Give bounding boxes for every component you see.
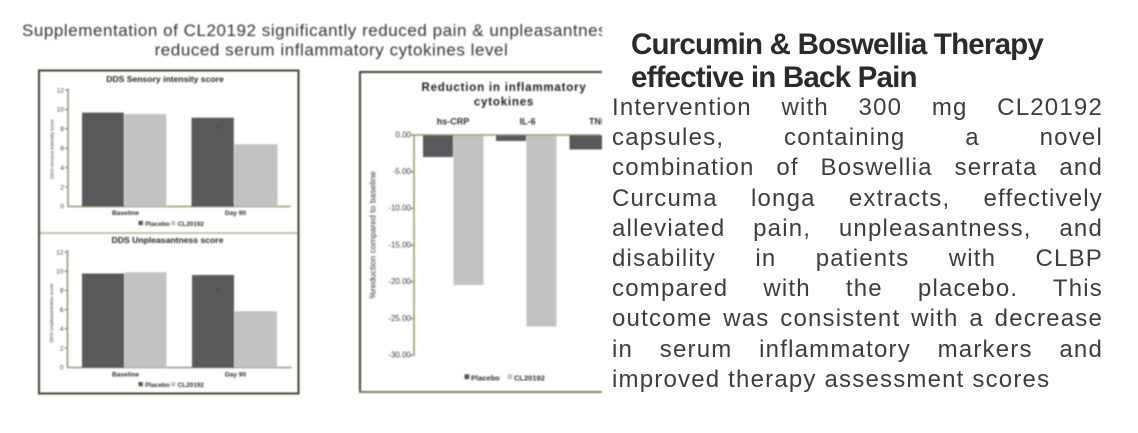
svg-text:-5.00: -5.00 [393,167,412,176]
svg-text:4: 4 [60,165,64,172]
svg-text:hs-CRP: hs-CRP [437,117,470,127]
svg-text:6: 6 [60,146,64,153]
svg-text:-20.00: -20.00 [388,277,411,286]
svg-text:DDS Unpleasantness score: DDS Unpleasantness score [112,235,224,245]
svg-text:CL20192: CL20192 [178,382,205,389]
svg-text:Reduction in inflammatory: Reduction in inflammatory [421,82,586,94]
svg-text:8: 8 [60,126,64,133]
svg-text:*: * [216,125,220,135]
svg-text:0: 0 [60,204,64,211]
svg-text:Baseline: Baseline [112,372,139,379]
svg-text:*: * [215,286,219,296]
svg-text:Placebo: Placebo [145,382,170,389]
svg-text:6: 6 [60,307,64,314]
svg-text:-25.00: -25.00 [388,314,411,323]
svg-text:10: 10 [56,269,64,276]
svg-text:cytokines: cytokines [474,97,534,109]
svg-text:CL20192: CL20192 [514,374,545,383]
svg-text:Day 90: Day 90 [225,210,247,217]
svg-text:DDS Unpleasantness score: DDS Unpleasantness score [49,283,55,342]
svg-text:%reduction compared to baselin: %reduction compared to baseline [368,171,378,299]
svg-text:IL-6: IL-6 [520,117,536,127]
svg-text:0: 0 [60,365,64,372]
svg-text:TNF-α: TNF-α [589,117,602,127]
svg-text:0.00: 0.00 [395,130,411,139]
svg-text:-10.00: -10.00 [388,204,411,213]
svg-text:Placebo: Placebo [471,374,500,383]
svg-text:4: 4 [60,326,64,333]
svg-text:2: 2 [60,184,64,191]
svg-text:Supplementation of CL20192 sig: Supplementation of CL20192 significantly… [22,21,602,40]
svg-text:Baseline: Baseline [112,210,139,217]
svg-text:Placebo: Placebo [145,221,170,228]
svg-text:reduced serum inflammatory cyt: reduced serum inflammatory cytokines lev… [155,41,509,60]
svg-text:12: 12 [57,87,65,94]
svg-text:CL20192: CL20192 [178,221,205,228]
svg-text:DDS Sensory intensity score: DDS Sensory intensity score [106,74,224,84]
svg-text:10: 10 [57,107,65,114]
svg-text:-30.00: -30.00 [388,351,411,360]
svg-text:12: 12 [56,249,64,256]
svg-text:DDS-sensory intensity score: DDS-sensory intensity score [50,119,55,179]
svg-text:Day 90: Day 90 [225,372,247,379]
svg-text:8: 8 [60,288,64,295]
svg-text:-15.00: -15.00 [388,240,411,249]
svg-text:2: 2 [60,345,64,352]
